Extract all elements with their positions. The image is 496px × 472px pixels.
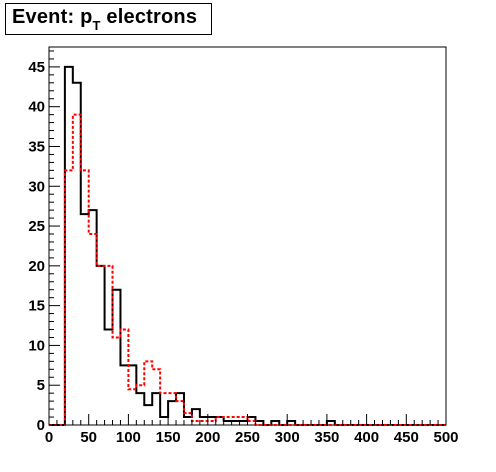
chart-title-subscript: T bbox=[92, 18, 101, 33]
x-tick-label: 350 bbox=[314, 429, 339, 446]
series-layer bbox=[49, 65, 446, 426]
y-tick-label: 30 bbox=[28, 178, 45, 195]
y-tick-label: 45 bbox=[28, 59, 45, 76]
chart-title: Event: pT electrons bbox=[12, 6, 198, 33]
histogram-series-2 bbox=[49, 113, 446, 426]
x-tick-label: 0 bbox=[45, 429, 53, 446]
x-tick-label: 400 bbox=[354, 429, 379, 446]
chart-title-rest: electrons bbox=[100, 6, 198, 28]
y-tick-label: 35 bbox=[28, 138, 45, 155]
y-tick-label: 10 bbox=[28, 337, 45, 354]
x-tick-label: 200 bbox=[195, 429, 220, 446]
x-tick-label: 150 bbox=[156, 429, 181, 446]
x-tick-label: 50 bbox=[80, 429, 97, 446]
plot-frame bbox=[48, 46, 447, 426]
y-tick-label: 20 bbox=[28, 258, 45, 275]
x-tick-label: 250 bbox=[235, 429, 260, 446]
x-tick-label: 300 bbox=[275, 429, 300, 446]
y-tick-label: 5 bbox=[37, 377, 45, 394]
axis-layer: 0 50 100 150 200 250 300 350 400 450 500 0 5 10 15 20 25… bbox=[28, 50, 459, 446]
chart-title-main: Event: p bbox=[12, 6, 93, 28]
y-tick-label: 25 bbox=[28, 218, 45, 235]
y-tick-label: 40 bbox=[28, 99, 45, 116]
x-tick-label: 100 bbox=[116, 429, 141, 446]
x-tick-label: 500 bbox=[433, 429, 458, 446]
chart-title-box: Event: pT electrons bbox=[5, 3, 212, 35]
x-tick-label: 450 bbox=[394, 429, 419, 446]
y-tick-label: 15 bbox=[28, 298, 45, 315]
histogram-series-1 bbox=[49, 65, 446, 426]
y-tick-label: 0 bbox=[37, 417, 45, 434]
